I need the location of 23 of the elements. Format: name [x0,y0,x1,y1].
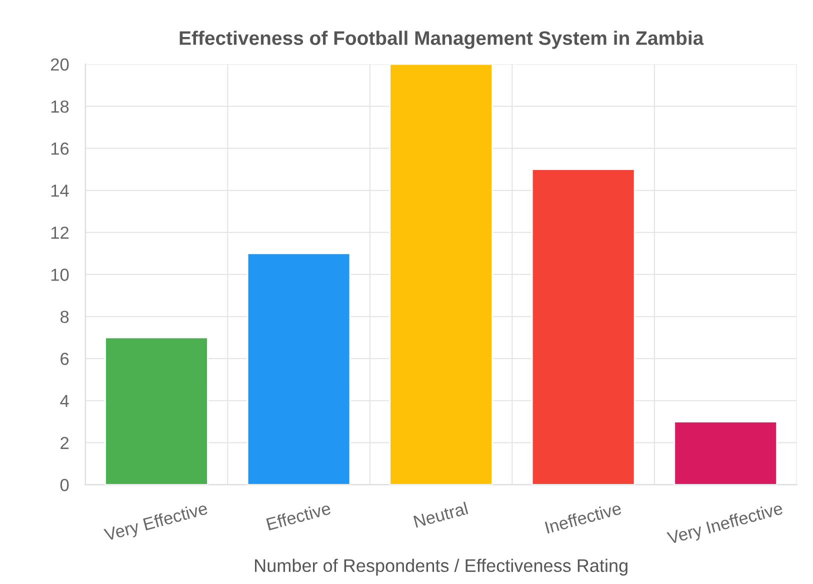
chart-title: Effectiveness of Football Management System in Zambia [180,30,704,49]
y-tick-label: 0 [60,478,69,492]
y-tick-label: 4 [60,394,69,407]
x-tick-label: Effective [266,502,332,530]
x-tick-label: Ineffective [544,502,622,534]
y-tick-label: 10 [51,268,69,281]
bar [531,168,636,485]
y-tick-label: 2 [60,436,69,449]
y-tick-label: 12 [51,226,69,239]
x-tick-label: Very Effective [103,502,209,544]
x-axis-title: Number of Respondents / Effectiveness Rating [255,558,628,576]
bar [389,64,493,485]
x-tick-label: Very Ineffective [666,502,784,548]
y-tick-label: 8 [60,310,69,323]
y-tick-label: 14 [51,184,69,197]
y-tick-label: 18 [51,100,69,113]
bar [674,420,778,485]
bar [246,252,351,485]
y-tick-label: 16 [51,142,69,155]
y-tick-label: 6 [60,352,69,366]
x-tick-label: Neutral [413,502,468,528]
bar [104,336,208,485]
y-tick-label: 20 [50,58,69,71]
